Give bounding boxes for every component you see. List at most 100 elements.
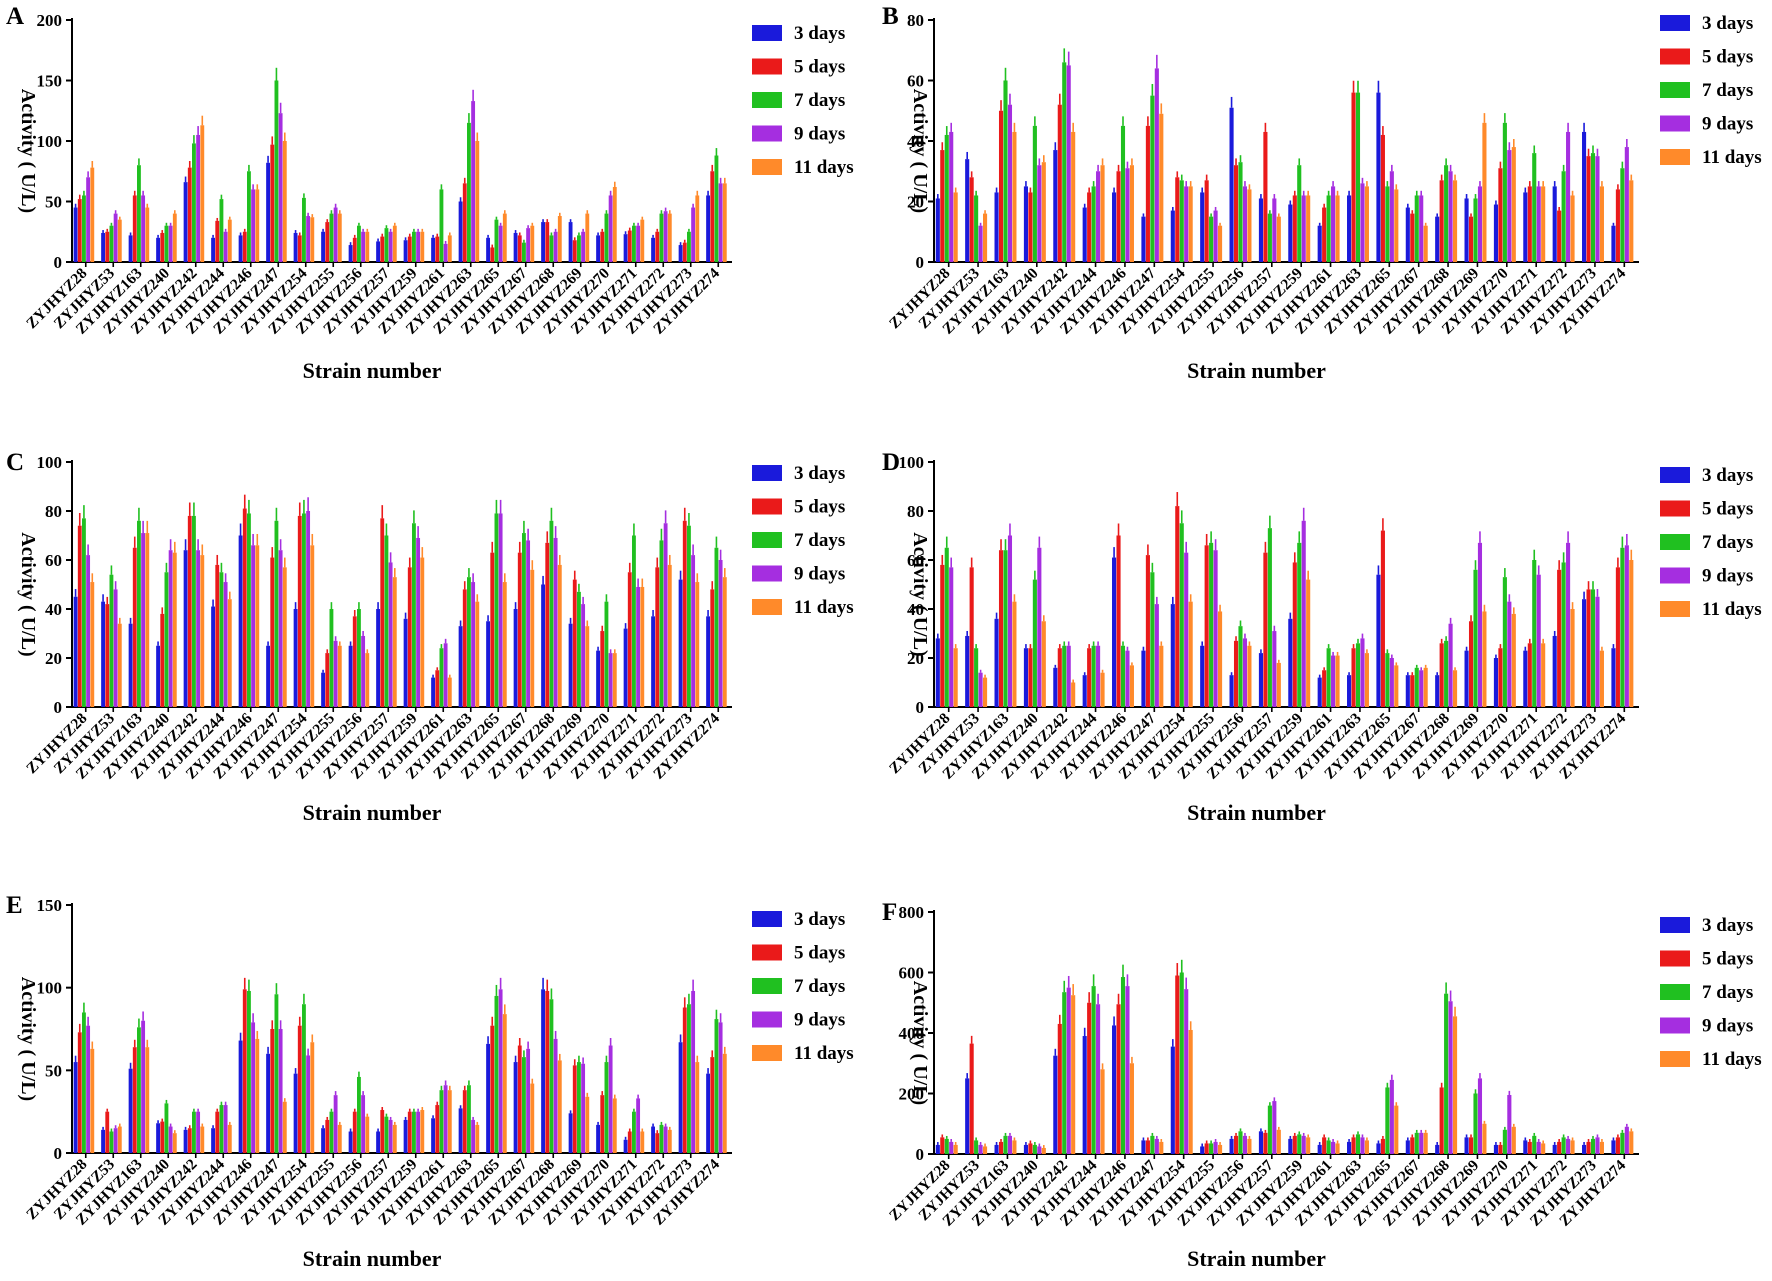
- bar: [1041, 1147, 1046, 1154]
- bar: [160, 613, 165, 707]
- bar: [105, 604, 110, 707]
- bar: [949, 567, 954, 707]
- bar: [623, 628, 628, 707]
- bar: [1057, 1023, 1062, 1154]
- bar: [458, 626, 463, 707]
- bar: [1326, 648, 1331, 707]
- bar: [572, 240, 577, 262]
- bar: [494, 513, 499, 707]
- bar: [1263, 131, 1268, 262]
- bar: [420, 557, 425, 707]
- bar: [1218, 225, 1223, 262]
- bar: [678, 1042, 683, 1153]
- bar: [211, 606, 215, 707]
- bar: [1335, 655, 1340, 707]
- bar: [77, 1032, 82, 1153]
- legend-label: 7 days: [794, 976, 845, 997]
- bar: [247, 990, 251, 1153]
- bar: [1493, 1144, 1498, 1154]
- bar: [73, 596, 78, 707]
- bar: [73, 1062, 78, 1153]
- bar: [1317, 225, 1322, 262]
- bar: [137, 1027, 141, 1153]
- bar: [1032, 125, 1037, 263]
- bar: [659, 1124, 664, 1153]
- bar: [965, 635, 970, 707]
- bar: [978, 1144, 983, 1154]
- panel-label: C: [6, 449, 24, 476]
- bar: [1053, 150, 1058, 262]
- bar: [1561, 1137, 1566, 1154]
- bar: [132, 547, 137, 707]
- bar: [357, 1076, 361, 1153]
- bar: [691, 990, 696, 1153]
- bar: [337, 213, 342, 262]
- bar: [101, 1129, 105, 1153]
- bar: [940, 150, 945, 262]
- legend-swatch: [1660, 534, 1690, 550]
- bar: [1233, 1135, 1239, 1154]
- bar: [1159, 645, 1164, 707]
- bar: [238, 1040, 243, 1153]
- bar: [255, 1038, 260, 1153]
- bar: [1120, 125, 1126, 263]
- bar: [388, 231, 393, 262]
- bar: [439, 1090, 444, 1153]
- bar: [1159, 113, 1164, 263]
- bar: [1184, 989, 1189, 1154]
- bar: [242, 508, 247, 707]
- bar: [1071, 131, 1076, 262]
- x-axis-label: Strain number: [1187, 358, 1326, 383]
- legend-swatch: [1660, 567, 1690, 584]
- bar: [1347, 195, 1352, 262]
- y-tick-label: 0: [916, 698, 925, 717]
- bar: [1364, 186, 1369, 263]
- bar: [238, 235, 243, 262]
- bar: [407, 567, 412, 707]
- bar: [416, 231, 421, 262]
- bar: [1100, 165, 1105, 262]
- bar: [1062, 645, 1067, 707]
- bar: [282, 567, 287, 707]
- bar: [1410, 1137, 1415, 1154]
- bar: [1360, 638, 1365, 707]
- bar: [278, 550, 283, 707]
- bar: [1112, 1025, 1117, 1154]
- bar: [200, 1126, 205, 1153]
- bar: [333, 1095, 338, 1153]
- bar: [953, 192, 958, 262]
- bar: [1477, 542, 1483, 707]
- bar: [1209, 216, 1214, 263]
- bar: [722, 1053, 727, 1153]
- bar: [403, 240, 408, 262]
- bar: [623, 234, 628, 262]
- bar: [1464, 1137, 1469, 1154]
- bar: [1444, 640, 1449, 707]
- bar: [164, 572, 169, 707]
- bar: [530, 1083, 535, 1153]
- bar: [1511, 613, 1516, 707]
- bar: [109, 225, 114, 262]
- panel-label: E: [6, 892, 23, 919]
- bar: [600, 1095, 605, 1153]
- bar: [1611, 225, 1616, 262]
- bar: [1100, 672, 1105, 707]
- bar: [297, 515, 302, 707]
- bar: [640, 586, 645, 707]
- panel-label: D: [882, 449, 900, 476]
- bar: [1419, 1132, 1424, 1154]
- bar: [1200, 1146, 1205, 1154]
- bar: [1292, 1135, 1297, 1154]
- bar: [706, 616, 710, 707]
- bar: [1414, 1132, 1419, 1154]
- bar: [192, 1111, 196, 1153]
- bar: [302, 1004, 306, 1153]
- bar: [545, 990, 550, 1153]
- bar: [604, 213, 609, 262]
- bar: [687, 525, 691, 707]
- bar: [1477, 1078, 1483, 1155]
- bar: [1590, 1138, 1596, 1155]
- bar: [86, 1025, 91, 1153]
